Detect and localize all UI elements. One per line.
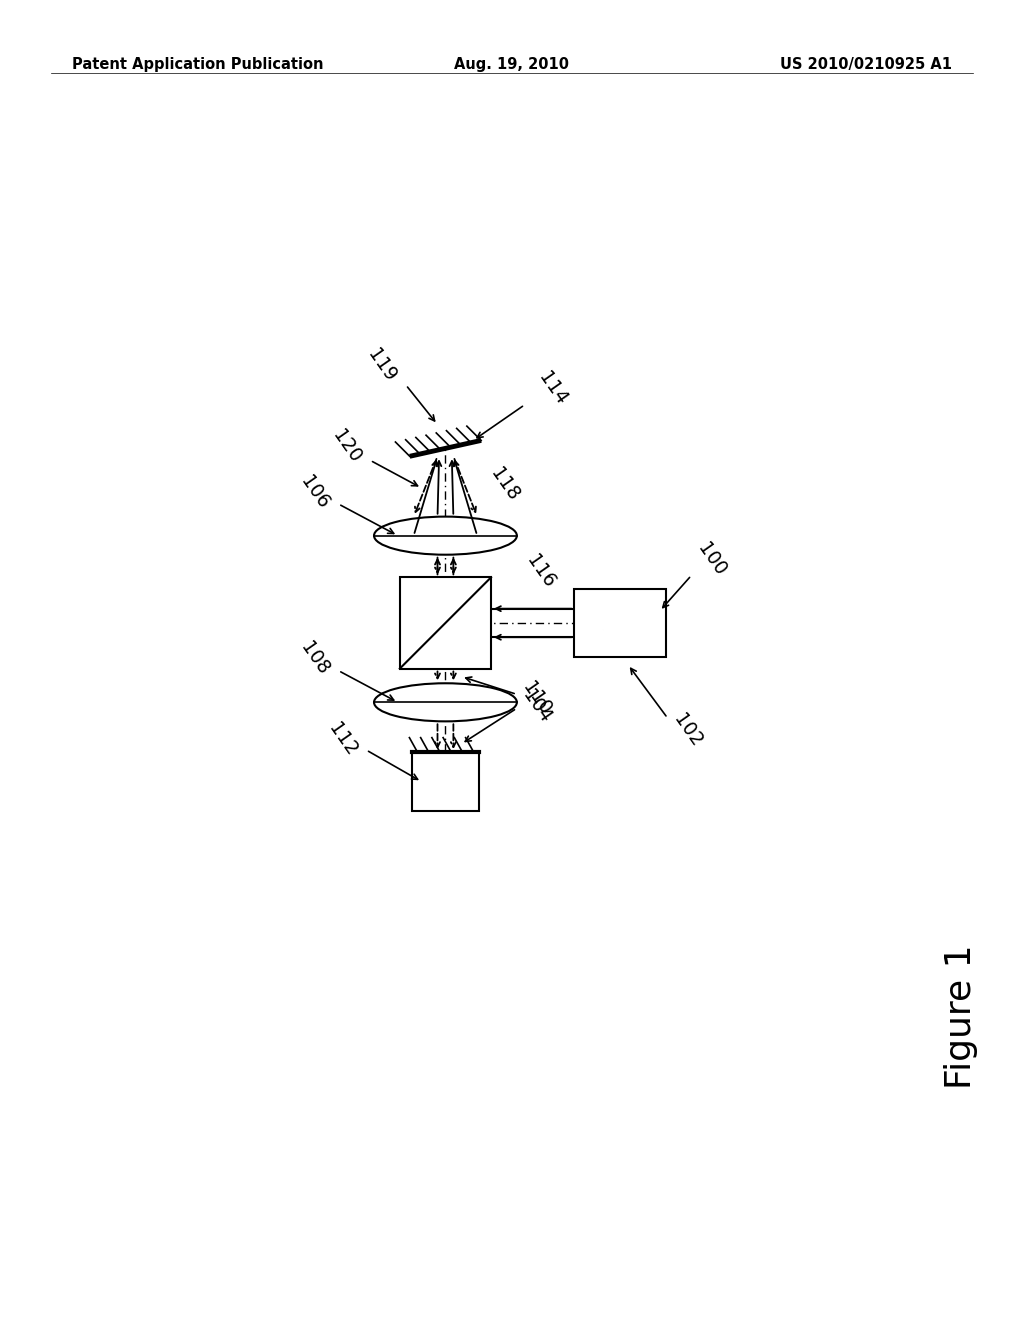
Text: 116: 116 [522,552,559,591]
Text: 104: 104 [519,686,555,726]
Text: 119: 119 [364,345,400,385]
Ellipse shape [374,516,517,554]
Text: 118: 118 [487,465,523,504]
Text: Patent Application Publication: Patent Application Publication [72,57,324,71]
Text: 112: 112 [325,719,360,759]
Text: 108: 108 [297,639,333,678]
Bar [574,589,666,656]
Text: 100: 100 [693,540,729,579]
Text: 102: 102 [670,710,706,750]
Bar [399,577,492,669]
Ellipse shape [374,684,517,721]
Text: 114: 114 [535,368,570,409]
Text: 120: 120 [329,426,365,467]
Text: Figure 1: Figure 1 [944,944,978,1089]
Text: 106: 106 [297,473,333,512]
Text: 110: 110 [519,678,555,718]
Bar [412,752,479,812]
Text: Aug. 19, 2010: Aug. 19, 2010 [455,57,569,71]
Text: US 2010/0210925 A1: US 2010/0210925 A1 [780,57,952,71]
